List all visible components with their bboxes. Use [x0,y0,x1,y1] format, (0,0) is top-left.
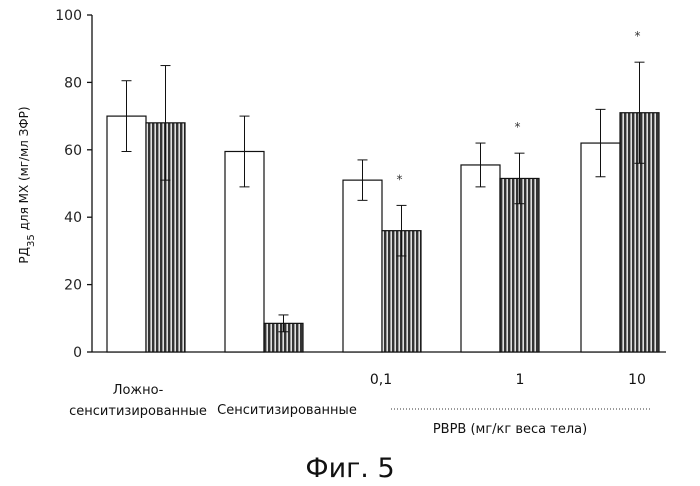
figure-caption: Фиг. 5 [305,453,394,484]
category-label: Сенситизированные [217,403,357,418]
dose-tick-label: 1 [516,372,525,388]
significance-star: * [515,120,521,134]
bar-hatched [500,178,539,352]
dose-tick-label: 0,1 [370,372,392,388]
category-label: Ложно- [113,383,164,398]
category-label: сенситизированные [69,404,207,419]
y-axis-label-main: РД [17,247,31,264]
y-tick-label: 60 [64,143,82,159]
significance-star: * [635,29,641,43]
y-tick-label: 20 [64,278,82,294]
y-axis-label: РД35 для МХ (мг/мл ЗФР) [17,106,37,263]
y-axis-label-subscript: 35 [26,234,37,247]
y-tick-label: 0 [73,345,82,361]
significance-star: * [397,172,403,186]
y-tick-label: 40 [64,210,82,226]
bar-open [461,165,500,352]
bar-open [343,180,382,352]
y-axis-label-rest: для МХ (мг/мл ЗФР) [17,106,31,234]
dose-axis-label: РВРВ (мг/кг веса тела) [433,422,587,437]
y-tick-label: 80 [64,75,82,91]
dose-tick-label: 10 [628,372,646,388]
y-tick-label: 100 [55,8,82,24]
